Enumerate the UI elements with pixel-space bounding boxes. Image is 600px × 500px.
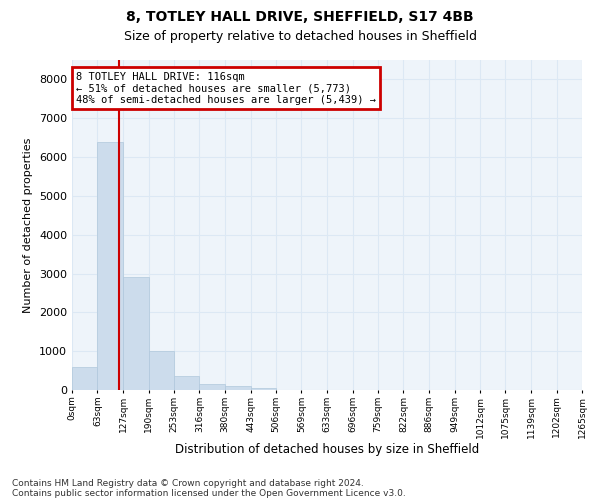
- Bar: [72, 368, 97, 390]
- X-axis label: Distribution of detached houses by size in Sheffield: Distribution of detached houses by size …: [175, 443, 479, 456]
- Text: 8, TOTLEY HALL DRIVE, SHEFFIELD, S17 4BB: 8, TOTLEY HALL DRIVE, SHEFFIELD, S17 4BB: [126, 10, 474, 24]
- Bar: [174, 376, 199, 390]
- Bar: [97, 142, 123, 390]
- Text: Contains HM Land Registry data © Crown copyright and database right 2024.: Contains HM Land Registry data © Crown c…: [12, 478, 364, 488]
- Text: 8 TOTLEY HALL DRIVE: 116sqm
← 51% of detached houses are smaller (5,773)
48% of : 8 TOTLEY HALL DRIVE: 116sqm ← 51% of det…: [76, 72, 376, 105]
- Bar: [149, 351, 174, 390]
- Bar: [199, 384, 225, 390]
- Y-axis label: Number of detached properties: Number of detached properties: [23, 138, 34, 312]
- Text: Size of property relative to detached houses in Sheffield: Size of property relative to detached ho…: [124, 30, 476, 43]
- Bar: [225, 386, 251, 390]
- Bar: [123, 278, 149, 390]
- Bar: [251, 388, 276, 390]
- Text: Contains public sector information licensed under the Open Government Licence v3: Contains public sector information licen…: [12, 488, 406, 498]
